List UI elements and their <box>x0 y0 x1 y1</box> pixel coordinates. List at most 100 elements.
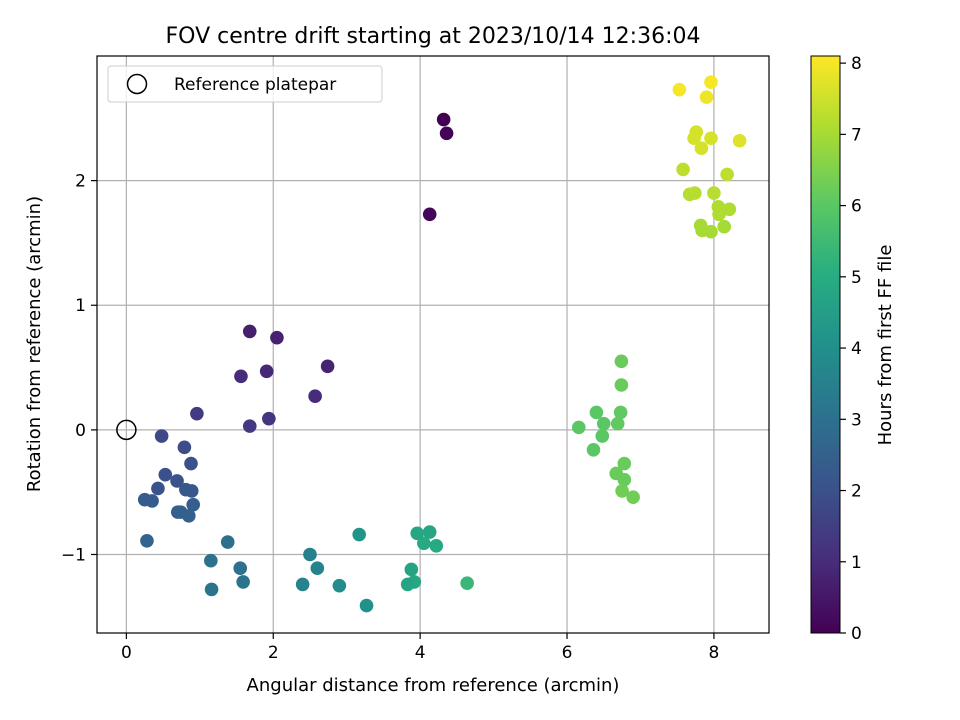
colorbar-tick-label: 6 <box>851 197 862 217</box>
legend-entry-reference: Reference platepar <box>174 75 336 95</box>
data-point <box>617 456 632 471</box>
data-point <box>439 126 454 141</box>
data-point <box>571 420 586 435</box>
chart-title: FOV centre drift starting at 2023/10/14 … <box>166 24 701 49</box>
data-point <box>310 561 325 575</box>
data-point <box>707 186 721 200</box>
legend-box <box>107 65 383 103</box>
data-point <box>220 535 235 549</box>
data-point <box>233 561 248 575</box>
data-point <box>688 186 702 200</box>
colorbar-tick-label: 2 <box>851 482 862 502</box>
colorbar-tick-label: 3 <box>851 410 862 430</box>
data-point <box>687 131 701 146</box>
data-point <box>182 509 196 523</box>
plot-frame <box>96 55 770 634</box>
data-point <box>676 162 690 177</box>
x-tick-label: 8 <box>709 643 720 663</box>
data-point <box>320 359 335 374</box>
data-point <box>422 207 437 222</box>
data-point <box>352 527 366 542</box>
data-point <box>417 536 431 551</box>
data-point <box>145 494 159 508</box>
data-point <box>436 112 451 127</box>
data-point <box>429 538 444 553</box>
data-point <box>595 429 610 443</box>
data-point <box>460 576 474 590</box>
data-point <box>732 133 747 148</box>
y-tick-label: −1 <box>61 545 86 565</box>
data-point <box>404 562 419 577</box>
x-axis-ticks: 0 2 4 6 8 <box>121 633 719 663</box>
data-point <box>704 131 718 146</box>
colorbar-tick-label: 7 <box>851 125 862 145</box>
data-point <box>170 474 184 488</box>
data-point <box>694 141 709 156</box>
data-point <box>422 525 437 539</box>
data-point <box>614 354 629 369</box>
colorbar-label: Hours from first FF file <box>875 245 896 446</box>
reference-marker-group <box>116 419 137 441</box>
data-point <box>259 364 274 379</box>
data-point <box>359 598 374 613</box>
data-point <box>303 547 317 562</box>
data-point <box>270 330 284 345</box>
y-axis-ticks: −1 0 1 2 <box>61 172 97 565</box>
data-point <box>596 416 611 431</box>
data-point <box>262 411 276 426</box>
data-point <box>234 369 248 384</box>
data-point <box>704 224 718 239</box>
data-point <box>190 406 204 421</box>
data-point <box>332 578 347 593</box>
data-point <box>586 443 601 457</box>
colorbar-ticks: 0 1 2 3 4 5 6 7 8 <box>840 54 862 644</box>
data-point <box>704 75 718 89</box>
x-tick-label: 6 <box>562 643 573 663</box>
data-point <box>626 490 640 504</box>
data-point <box>236 575 250 589</box>
data-point <box>295 577 310 592</box>
data-point <box>140 533 154 548</box>
data-point <box>613 405 628 420</box>
x-tick-label: 2 <box>268 643 279 663</box>
data-point <box>717 219 731 234</box>
data-point <box>699 90 714 104</box>
data-point <box>589 405 604 420</box>
legend: Reference platepar <box>107 65 383 103</box>
colorbar-tick-label: 0 <box>851 624 862 644</box>
y-tick-label: 1 <box>75 296 86 316</box>
data-point <box>204 553 218 568</box>
colorbar-tick-label: 8 <box>851 54 862 74</box>
y-tick-label: 2 <box>75 172 86 192</box>
data-point <box>672 82 687 97</box>
data-point <box>410 526 425 541</box>
data-point <box>158 467 173 482</box>
y-tick-label: 0 <box>75 421 86 441</box>
data-point <box>242 324 257 339</box>
data-point <box>177 440 192 455</box>
data-point <box>204 582 219 597</box>
data-point <box>308 389 322 404</box>
data-point <box>614 378 629 392</box>
colorbar-tick-label: 4 <box>851 339 862 359</box>
y-axis-label: Rotation from reference (arcmin) <box>24 196 45 492</box>
data-point <box>712 207 726 222</box>
colorbar-tick-label: 5 <box>851 268 862 288</box>
colorbar <box>810 55 841 634</box>
data-point <box>400 577 415 592</box>
reference-platepar-marker <box>116 419 137 441</box>
data-point <box>615 484 629 498</box>
data-point <box>722 202 737 217</box>
data-point <box>617 472 632 487</box>
data-point <box>184 484 199 498</box>
data-point <box>720 167 734 182</box>
data-points <box>137 75 747 613</box>
x-tick-label: 0 <box>121 643 132 663</box>
data-point <box>184 456 198 471</box>
x-tick-label: 4 <box>415 643 426 663</box>
data-point <box>151 481 165 496</box>
grid <box>97 56 769 633</box>
legend-reference-marker <box>126 73 148 95</box>
data-point <box>610 416 625 431</box>
